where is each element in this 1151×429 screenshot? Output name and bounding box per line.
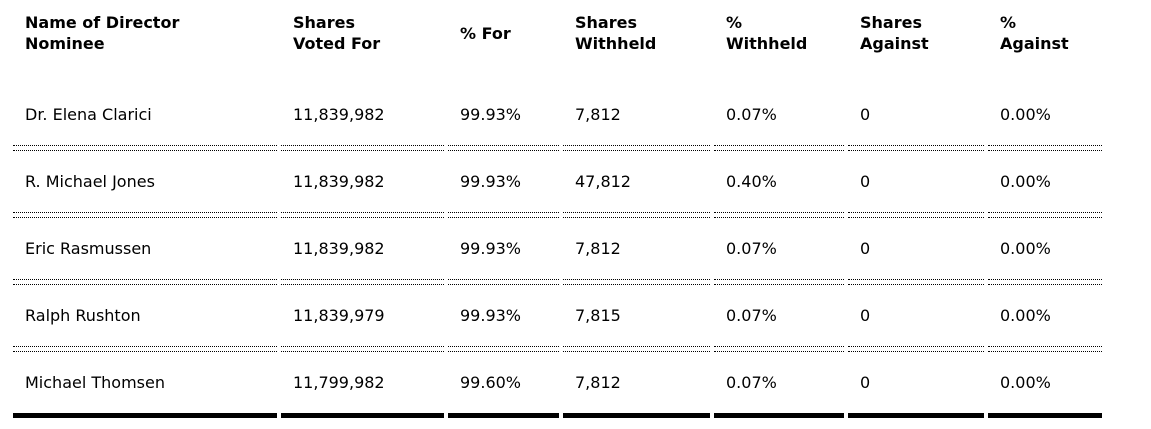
- row-separator: [13, 279, 1102, 285]
- cell-director-name: Dr. Elena Clarici: [25, 104, 152, 124]
- separator-segment: [714, 279, 844, 285]
- table-bottom-border: [13, 413, 1102, 418]
- separator-segment: [563, 212, 710, 218]
- separator-segment: [13, 346, 277, 352]
- separator-segment: [714, 212, 844, 218]
- cell-pct-against: 0.00%: [1000, 238, 1051, 258]
- col-header-shares-against: Shares Against: [860, 13, 929, 53]
- separator-segment: [448, 212, 559, 218]
- cell-shares-against: 0: [860, 171, 871, 191]
- cell-director-name: Michael Thomsen: [25, 372, 165, 392]
- bottom-border-segment: [848, 413, 984, 418]
- col-header-pct-withheld: % Withheld: [726, 13, 808, 53]
- col-header-director-name: Name of Director Nominee: [25, 13, 180, 53]
- cell-pct-against: 0.00%: [1000, 171, 1051, 191]
- cell-shares-withheld: 47,812: [575, 171, 631, 191]
- cell-shares-withheld: 7,812: [575, 104, 621, 124]
- cell-shares-withheld: 7,815: [575, 305, 621, 325]
- bottom-border-segment: [714, 413, 844, 418]
- table-row: Eric Rasmussen 11,839,982 99.93% 7,812 0…: [13, 218, 1102, 279]
- separator-segment: [448, 145, 559, 151]
- cell-director-name: Ralph Rushton: [25, 305, 141, 325]
- row-separator: [13, 346, 1102, 352]
- separator-segment: [988, 279, 1102, 285]
- separator-segment: [848, 145, 984, 151]
- bottom-border-segment: [988, 413, 1102, 418]
- row-separator: [13, 212, 1102, 218]
- col-header-pct-for: % For: [460, 23, 511, 43]
- cell-shares-for: 11,839,979: [293, 305, 385, 325]
- header-row: Name of Director Nominee Shares Voted Fo…: [13, 0, 1102, 84]
- cell-shares-for: 11,839,982: [293, 104, 385, 124]
- col-header-shares-withheld: Shares Withheld: [575, 13, 657, 53]
- cell-director-name: R. Michael Jones: [25, 171, 155, 191]
- director-voting-results-table: Name of Director Nominee Shares Voted Fo…: [9, 0, 1106, 418]
- separator-segment: [281, 212, 444, 218]
- separator-segment: [13, 145, 277, 151]
- separator-segment: [448, 279, 559, 285]
- separator-segment: [848, 279, 984, 285]
- cell-pct-withheld: 0.07%: [726, 104, 777, 124]
- cell-pct-against: 0.00%: [1000, 372, 1051, 392]
- separator-segment: [714, 346, 844, 352]
- table-row: R. Michael Jones 11,839,982 99.93% 47,81…: [13, 151, 1102, 212]
- separator-segment: [448, 346, 559, 352]
- col-header-shares-for: Shares Voted For: [293, 13, 381, 53]
- separator-segment: [281, 279, 444, 285]
- separator-segment: [563, 145, 710, 151]
- separator-segment: [281, 145, 444, 151]
- cell-shares-against: 0: [860, 238, 871, 258]
- cell-pct-withheld: 0.07%: [726, 305, 777, 325]
- cell-pct-against: 0.00%: [1000, 305, 1051, 325]
- cell-pct-for: 99.93%: [460, 238, 522, 258]
- cell-pct-against: 0.00%: [1000, 104, 1051, 124]
- separator-segment: [848, 346, 984, 352]
- table-row: Dr. Elena Clarici 11,839,982 99.93% 7,81…: [13, 84, 1102, 145]
- separator-segment: [13, 212, 277, 218]
- cell-shares-against: 0: [860, 372, 871, 392]
- cell-pct-withheld: 0.40%: [726, 171, 777, 191]
- separator-segment: [988, 212, 1102, 218]
- separator-segment: [988, 346, 1102, 352]
- cell-pct-for: 99.93%: [460, 171, 522, 191]
- separator-segment: [13, 279, 277, 285]
- cell-shares-for: 11,799,982: [293, 372, 385, 392]
- cell-shares-for: 11,839,982: [293, 171, 385, 191]
- row-separator: [13, 145, 1102, 151]
- cell-director-name: Eric Rasmussen: [25, 238, 152, 258]
- cell-shares-against: 0: [860, 305, 871, 325]
- bottom-border-segment: [448, 413, 559, 418]
- cell-pct-withheld: 0.07%: [726, 238, 777, 258]
- separator-segment: [848, 212, 984, 218]
- separator-segment: [563, 346, 710, 352]
- table-row: Ralph Rushton 11,839,979 99.93% 7,815 0.…: [13, 285, 1102, 346]
- cell-shares-for: 11,839,982: [293, 238, 385, 258]
- separator-segment: [988, 145, 1102, 151]
- cell-shares-against: 0: [860, 104, 871, 124]
- cell-shares-withheld: 7,812: [575, 372, 621, 392]
- cell-pct-for: 99.60%: [460, 372, 522, 392]
- table-row: Michael Thomsen 11,799,982 99.60% 7,812 …: [13, 352, 1102, 413]
- cell-shares-withheld: 7,812: [575, 238, 621, 258]
- cell-pct-for: 99.93%: [460, 305, 522, 325]
- separator-segment: [281, 346, 444, 352]
- col-header-pct-against: % Against: [1000, 13, 1069, 53]
- cell-pct-for: 99.93%: [460, 104, 522, 124]
- bottom-border-segment: [563, 413, 710, 418]
- cell-pct-withheld: 0.07%: [726, 372, 777, 392]
- bottom-border-segment: [281, 413, 444, 418]
- separator-segment: [563, 279, 710, 285]
- bottom-border-segment: [13, 413, 277, 418]
- separator-segment: [714, 145, 844, 151]
